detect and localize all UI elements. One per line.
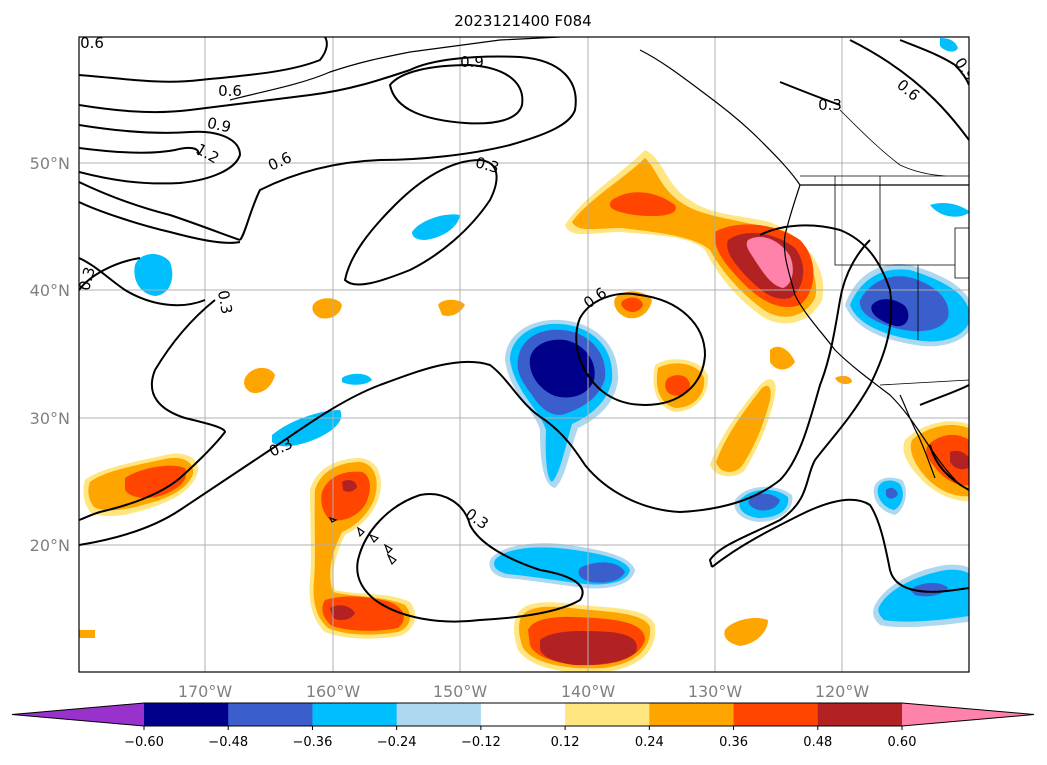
colorbar-tick-label: −0.48	[208, 735, 248, 750]
colorbar-segment	[649, 703, 735, 726]
lat-label: 20°N	[30, 536, 70, 555]
colorbar-tick-label: 0.36	[719, 735, 748, 750]
latitude-labels: 50°N 40°N 30°N 20°N	[30, 154, 70, 555]
contour-label: 0.3	[473, 153, 501, 177]
colorbar-tick-label: −0.36	[293, 735, 333, 750]
lon-label: 120°W	[815, 682, 870, 701]
colorbar-tick-label: −0.12	[461, 735, 501, 750]
lon-label: 170°W	[178, 682, 233, 701]
colorbar-tick-label: 0.48	[803, 735, 832, 750]
map-frame	[78, 36, 970, 673]
colorbar-segment	[733, 703, 819, 726]
contour-label: 0.9	[460, 53, 484, 71]
lon-label: 140°W	[561, 682, 616, 701]
contour-label: 0.6	[80, 34, 104, 52]
lat-label: 30°N	[30, 409, 70, 428]
lon-label: 150°W	[433, 682, 488, 701]
colorbar-segment	[480, 703, 566, 726]
colorbar-segment	[228, 703, 313, 726]
anomaly-positive-north	[565, 150, 824, 324]
colorbar-tick-label: 0.12	[551, 735, 580, 750]
contour-label: 0.3	[818, 96, 842, 114]
contour-label: 0.9	[205, 114, 232, 137]
colorbar-segment	[817, 703, 903, 726]
colorbar-segment	[312, 703, 398, 726]
colorbar-tick-label: −0.60	[124, 735, 164, 750]
coastlines	[229, 37, 969, 566]
map-panel: 0.6 0.9 0.6 0.9 1.2 0.6 0.3 0.3 0.3 0.6 …	[75, 34, 970, 673]
colorbar-extend-high	[902, 703, 1034, 726]
gridlines	[79, 37, 969, 672]
colorbar-extend-low	[12, 703, 144, 726]
lon-label: 160°W	[306, 682, 361, 701]
lat-label: 50°N	[30, 154, 70, 173]
lat-label: 40°N	[30, 281, 70, 300]
colorbar-tick-label: −0.24	[377, 735, 417, 750]
contours	[79, 37, 969, 623]
contour-label: 0.6	[218, 82, 242, 100]
contour-label: 0.3	[75, 265, 99, 293]
contour-label: 0.3	[214, 289, 236, 316]
colorbar-segment	[565, 703, 650, 726]
longitude-labels: 170°W 160°W 150°W 140°W 130°W 120°W	[178, 682, 870, 701]
colorbar-segment	[396, 703, 482, 726]
colorbar-segment	[144, 703, 229, 726]
colorbar-tick-label: 0.60	[888, 735, 917, 750]
map-title: 2023121400 F084	[454, 12, 591, 30]
colorbar: −0.60 −0.48 −0.36 −0.24 −0.12 0.12 0.24 0.36 0.4…	[11, 702, 1035, 750]
lon-label: 130°W	[688, 682, 743, 701]
colorbar-tick-label: 0.24	[635, 735, 664, 750]
